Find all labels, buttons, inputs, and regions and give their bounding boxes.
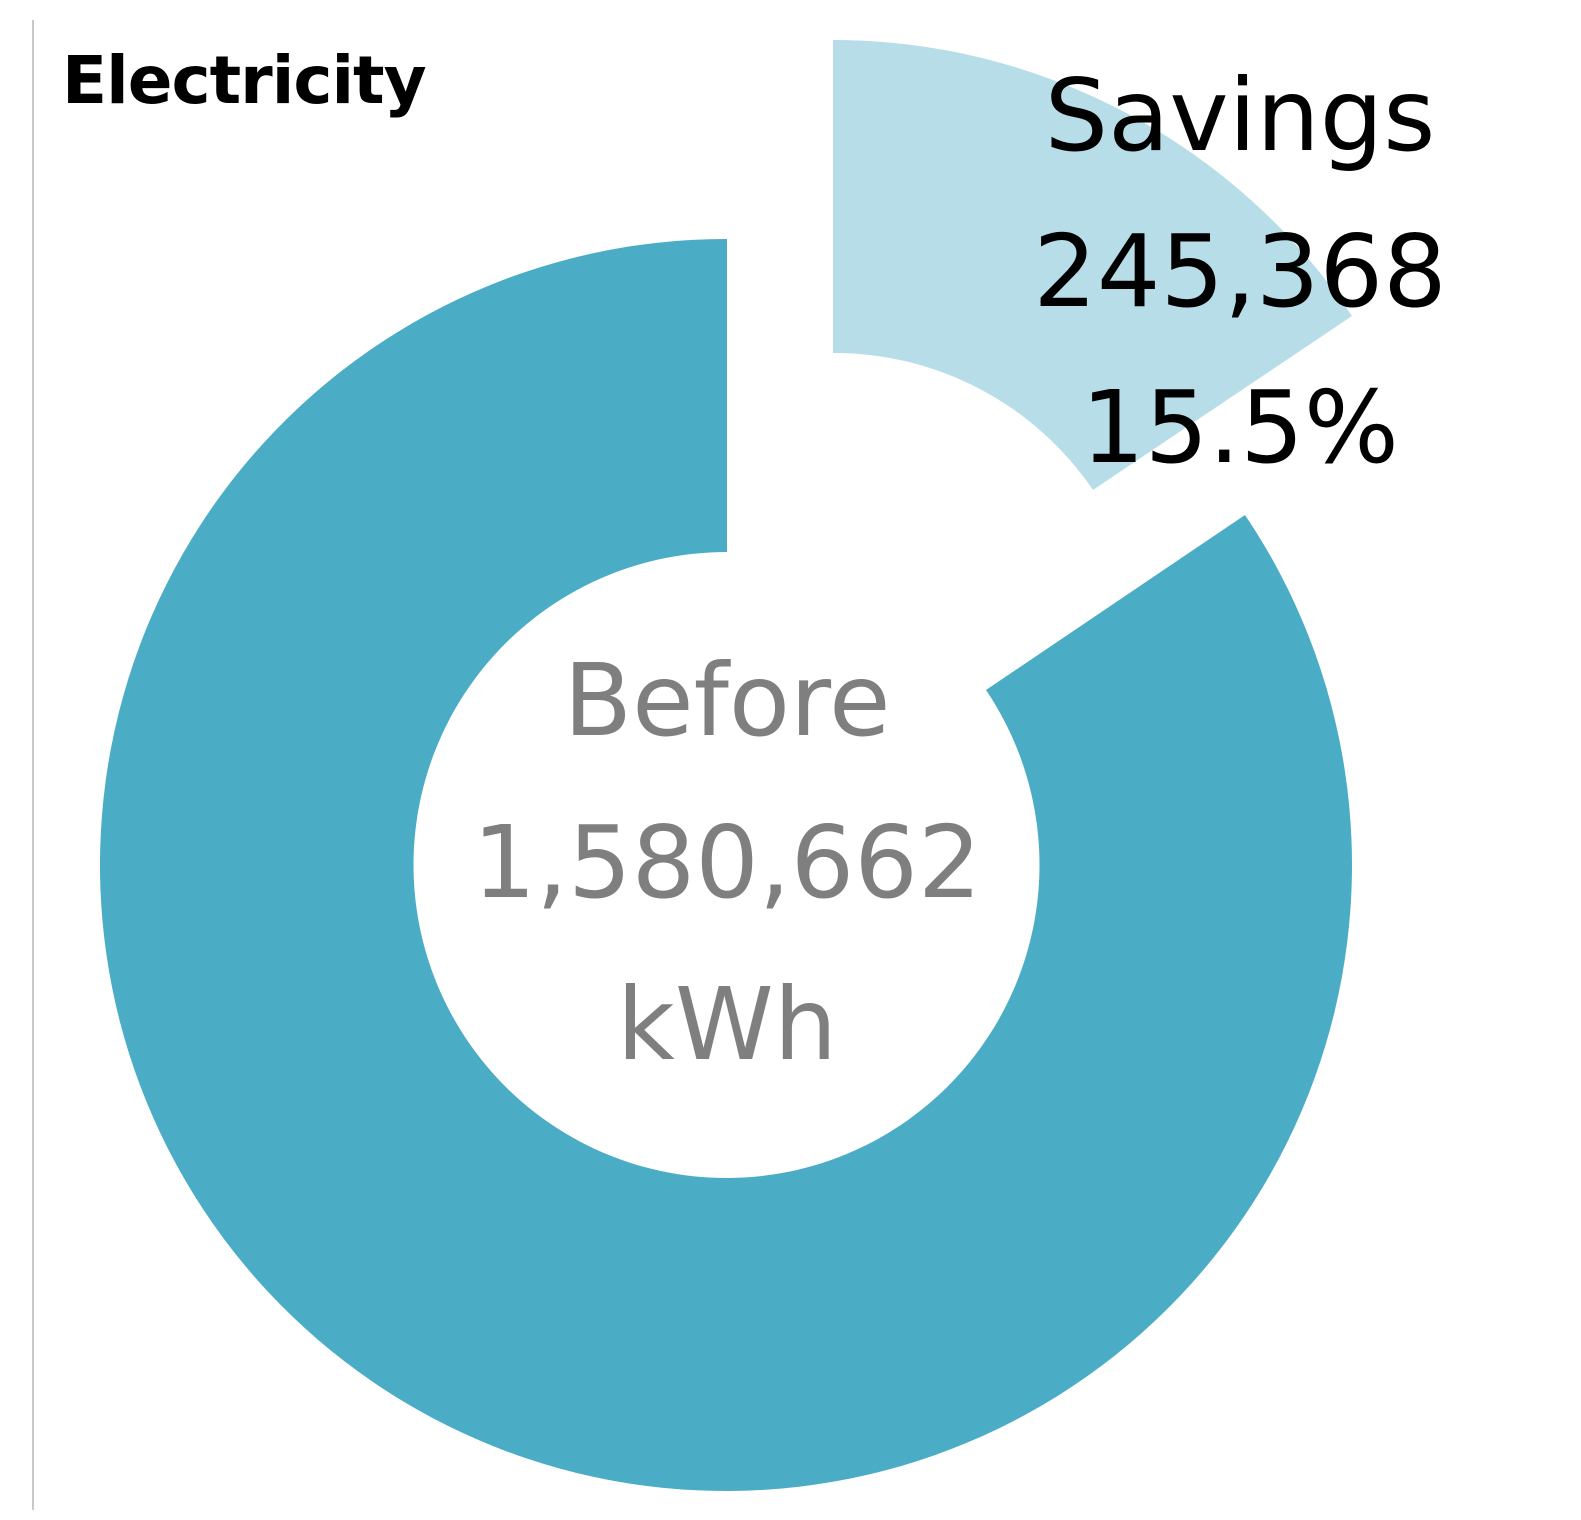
slice-before: [99, 238, 1352, 1491]
before-value: 1,580,662: [472, 804, 982, 921]
before-unit: kWh: [616, 966, 838, 1083]
savings-data-label: Savings 245,368 15.5%: [1010, 38, 1470, 506]
savings-value: 245,368: [1033, 213, 1447, 330]
savings-percent: 15.5%: [1081, 369, 1399, 486]
before-center-label: Before 1,580,662 kWh: [437, 620, 1017, 1106]
slice-savings: [833, 40, 1352, 490]
left-border-line: [32, 20, 34, 1510]
savings-label-text: Savings: [1044, 57, 1436, 174]
chart-title: Electricity: [62, 42, 427, 119]
before-label-text: Before: [563, 642, 891, 759]
